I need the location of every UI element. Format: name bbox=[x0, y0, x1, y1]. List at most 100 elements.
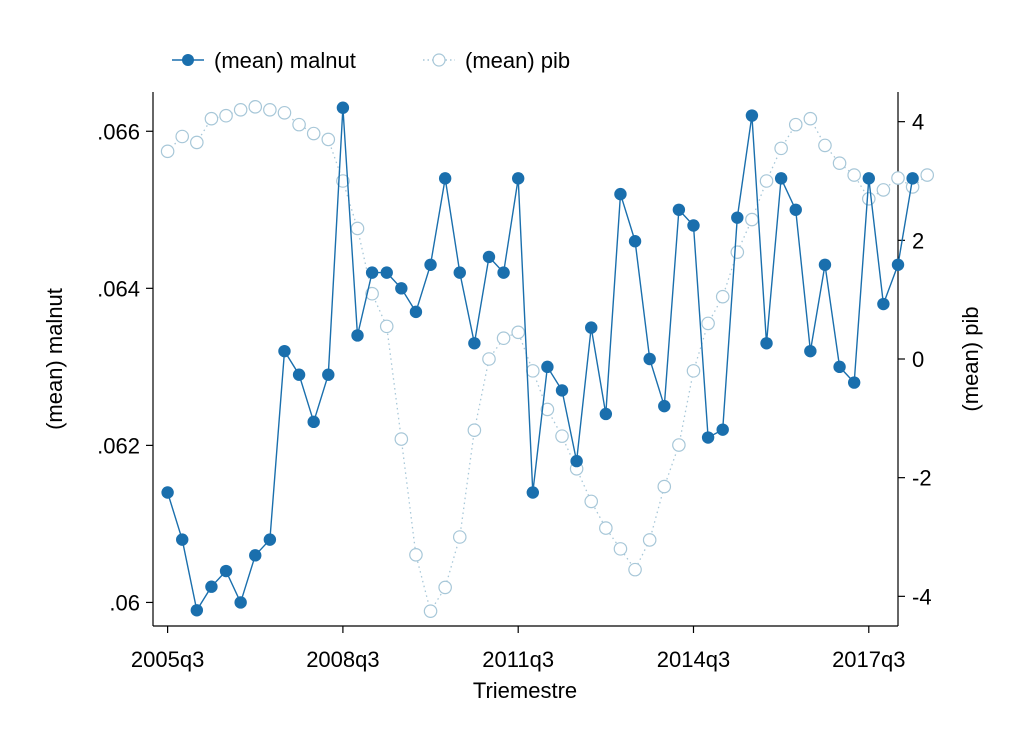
series-pib-point bbox=[277, 105, 292, 120]
series-pib-point bbox=[394, 432, 409, 446]
y-axis-ticks: .06 .062 .064 .066 bbox=[97, 119, 153, 615]
series-malnut-point bbox=[891, 258, 905, 271]
series-pib-point bbox=[423, 604, 438, 618]
series-malnut-point bbox=[847, 376, 861, 389]
series-pib-point bbox=[540, 402, 555, 417]
series-malnut-point bbox=[731, 211, 744, 224]
x-axis-title: Triemestre bbox=[473, 678, 577, 703]
series-malnut-point bbox=[701, 431, 715, 444]
series-malnut-point bbox=[161, 486, 174, 499]
x-tick-label: 2017q3 bbox=[832, 647, 905, 672]
series-malnut-point bbox=[219, 564, 233, 578]
series-malnut-line bbox=[166, 107, 914, 613]
series-pib-point bbox=[628, 562, 642, 577]
series-malnut-point bbox=[555, 384, 569, 397]
series-pib-point bbox=[306, 126, 321, 141]
y-tick-label: .062 bbox=[97, 433, 140, 458]
series-malnut-point bbox=[599, 407, 613, 421]
series-pib-point bbox=[920, 168, 935, 182]
series-malnut-point bbox=[745, 109, 759, 122]
series-pib-point bbox=[891, 171, 905, 185]
series-malnut-point bbox=[687, 219, 700, 232]
series-pib-point bbox=[701, 316, 715, 331]
series-pib-point bbox=[730, 245, 745, 259]
series-malnut-point bbox=[906, 172, 919, 185]
series-malnut-point bbox=[643, 352, 656, 366]
series-pib-point bbox=[847, 168, 861, 182]
x-tick-label: 2005q3 bbox=[131, 647, 204, 672]
y2-tick-label: -4 bbox=[912, 584, 932, 609]
series-pib-point bbox=[642, 533, 657, 547]
series-pib-point bbox=[788, 117, 803, 132]
series-malnut-point bbox=[205, 580, 218, 593]
series-pib-point bbox=[613, 542, 628, 556]
y2-axis-title: (mean) pib bbox=[958, 306, 983, 411]
series-pib-point bbox=[686, 364, 701, 378]
series-malnut-point bbox=[716, 423, 729, 436]
series-pib-point bbox=[511, 325, 525, 340]
y-axis-title: (mean) malnut bbox=[42, 288, 67, 430]
series-malnut-point bbox=[307, 415, 320, 429]
series-pib-point bbox=[803, 111, 818, 126]
series-pib-point bbox=[759, 174, 774, 188]
series-malnut-point bbox=[526, 486, 540, 499]
series-pib-point bbox=[482, 352, 496, 366]
series-pib-point bbox=[876, 183, 891, 197]
series-pib-point bbox=[496, 331, 511, 346]
series-pib-point bbox=[599, 521, 613, 535]
legend-pib-marker bbox=[432, 53, 446, 67]
y2-tick-label: 4 bbox=[912, 110, 924, 135]
series-malnut-point bbox=[322, 368, 335, 381]
series-pib-point bbox=[861, 192, 876, 206]
series-pib-point bbox=[584, 494, 599, 509]
series-pib-point bbox=[818, 138, 832, 153]
series-pib-point bbox=[555, 429, 569, 443]
x-tick-label: 2008q3 bbox=[306, 647, 379, 672]
series-malnut-point bbox=[234, 596, 247, 609]
series-pib-point bbox=[452, 530, 467, 544]
y2-tick-label: -2 bbox=[912, 466, 932, 491]
legend-malnut-label: (mean) malnut bbox=[214, 48, 356, 73]
series-pib-point bbox=[409, 547, 423, 562]
y2-tick-label: 2 bbox=[912, 228, 924, 253]
series-malnut-point bbox=[541, 360, 554, 374]
series-pib-point bbox=[745, 212, 759, 227]
series-malnut-point bbox=[877, 297, 890, 311]
series-malnut-point bbox=[804, 344, 817, 358]
series-pib-point bbox=[774, 141, 788, 156]
legend-malnut-marker bbox=[182, 54, 194, 66]
series-malnut-point bbox=[263, 533, 277, 546]
y2-tick-label: 0 bbox=[912, 347, 924, 372]
x-tick-label: 2014q3 bbox=[657, 647, 730, 672]
series-malnut-point bbox=[833, 360, 846, 374]
series-pib-point bbox=[467, 423, 482, 437]
series-pib-point bbox=[219, 108, 233, 123]
series-pib-point bbox=[438, 580, 452, 595]
series-malnut-point bbox=[249, 549, 262, 562]
series-malnut-point bbox=[438, 172, 452, 185]
y-tick-label: .066 bbox=[97, 119, 140, 144]
series-pib-point bbox=[204, 111, 219, 126]
series-malnut bbox=[161, 101, 919, 617]
series-malnut-point bbox=[614, 187, 627, 201]
series-malnut-point bbox=[395, 282, 408, 295]
series-pib-point bbox=[233, 103, 248, 117]
series-malnut-point bbox=[278, 344, 291, 358]
series-malnut-point bbox=[190, 604, 204, 617]
series-pib-point bbox=[832, 156, 847, 170]
series-malnut-point bbox=[176, 533, 189, 546]
series-malnut-point bbox=[658, 399, 671, 413]
series-malnut-point bbox=[585, 321, 598, 334]
series-pib-point bbox=[365, 286, 379, 301]
series-malnut-point bbox=[862, 172, 875, 185]
series-malnut-point bbox=[672, 203, 686, 216]
series-malnut-point bbox=[482, 250, 496, 264]
series-pib-point bbox=[379, 319, 394, 334]
series-pib-point bbox=[336, 174, 350, 188]
series-pib-point bbox=[672, 438, 686, 452]
series-malnut-point bbox=[380, 266, 393, 279]
series-pib-point bbox=[160, 144, 175, 159]
x-tick-label: 2011q3 bbox=[482, 647, 554, 672]
series-pib-point bbox=[526, 364, 540, 378]
